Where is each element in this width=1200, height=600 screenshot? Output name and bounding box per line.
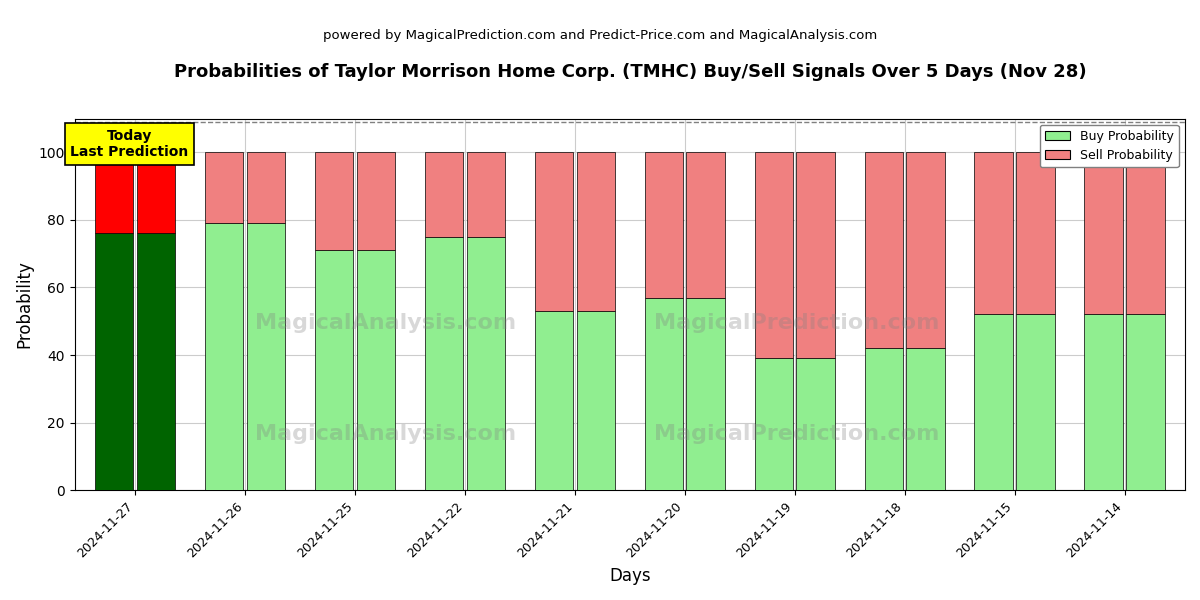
Bar	[1016, 152, 1055, 314]
X-axis label: Days: Days	[610, 567, 650, 585]
Title: Probabilities of Taylor Morrison Home Corp. (TMHC) Buy/Sell Signals Over 5 Days : Probabilities of Taylor Morrison Home Co…	[174, 63, 1086, 81]
Text: MagicalPrediction.com: MagicalPrediction.com	[654, 424, 940, 445]
Bar	[686, 152, 725, 298]
Bar	[974, 314, 1013, 490]
Bar	[644, 298, 683, 490]
Bar	[535, 311, 574, 490]
Bar	[1085, 314, 1123, 490]
Bar	[535, 152, 574, 311]
Bar	[467, 152, 505, 237]
Bar	[576, 311, 614, 490]
Bar	[906, 348, 944, 490]
Bar	[755, 152, 793, 358]
Legend: Buy Probability, Sell Probability: Buy Probability, Sell Probability	[1040, 125, 1178, 167]
Bar	[686, 298, 725, 490]
Bar	[205, 152, 244, 223]
Bar	[1126, 314, 1165, 490]
Bar	[314, 152, 353, 250]
Bar	[467, 237, 505, 490]
Bar	[576, 152, 614, 311]
Bar	[425, 152, 463, 237]
Bar	[425, 237, 463, 490]
Bar	[247, 152, 286, 223]
Bar	[906, 152, 944, 348]
Bar	[797, 358, 835, 490]
Bar	[644, 152, 683, 298]
Text: MagicalAnalysis.com: MagicalAnalysis.com	[254, 424, 516, 445]
Bar	[95, 152, 133, 233]
Bar	[314, 250, 353, 490]
Bar	[356, 250, 395, 490]
Text: Today
Last Prediction: Today Last Prediction	[71, 129, 188, 159]
Y-axis label: Probability: Probability	[16, 260, 34, 348]
Bar	[864, 348, 904, 490]
Bar	[205, 223, 244, 490]
Bar	[356, 152, 395, 250]
Bar	[1126, 152, 1165, 314]
Bar	[1085, 152, 1123, 314]
Bar	[95, 233, 133, 490]
Text: MagicalAnalysis.com: MagicalAnalysis.com	[254, 313, 516, 333]
Bar	[755, 358, 793, 490]
Bar	[797, 152, 835, 358]
Bar	[137, 152, 175, 233]
Bar	[1016, 314, 1055, 490]
Text: MagicalPrediction.com: MagicalPrediction.com	[654, 313, 940, 333]
Bar	[247, 223, 286, 490]
Text: powered by MagicalPrediction.com and Predict-Price.com and MagicalAnalysis.com: powered by MagicalPrediction.com and Pre…	[323, 29, 877, 42]
Bar	[974, 152, 1013, 314]
Bar	[137, 233, 175, 490]
Bar	[864, 152, 904, 348]
